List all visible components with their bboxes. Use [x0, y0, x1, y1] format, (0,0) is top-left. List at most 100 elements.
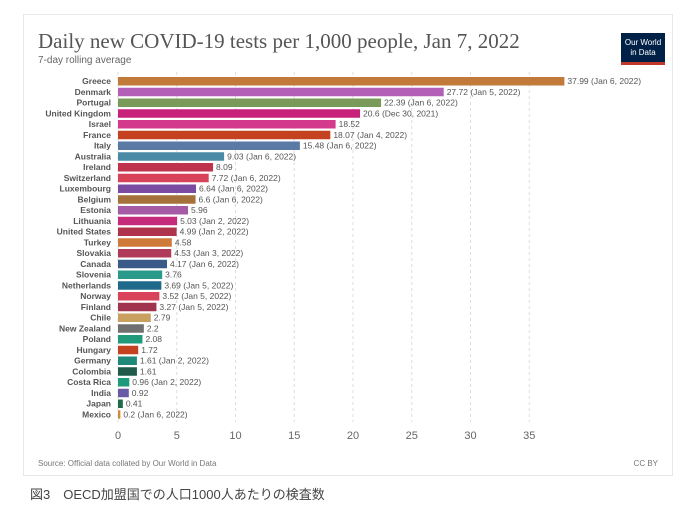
bar[interactable]	[118, 238, 172, 247]
bar-row[interactable]: Japan 0.41	[86, 399, 142, 409]
bar-row[interactable]: Luxembourg 6.64 (Jan 6, 2022)	[60, 184, 269, 194]
bar-row[interactable]: Israel 18.52	[89, 119, 360, 129]
bar-row[interactable]: Canada 4.17 (Jan 6, 2022)	[80, 259, 239, 269]
bar[interactable]	[118, 195, 196, 204]
category-label: Poland	[83, 334, 111, 344]
value-label: 4.53 (Jan 3, 2022)	[174, 248, 243, 258]
value-label: 0.96 (Jan 2, 2022)	[132, 377, 201, 387]
value-label: 18.52	[339, 119, 361, 129]
bar[interactable]	[118, 87, 444, 97]
category-label: Colombia	[72, 366, 111, 376]
value-label: 2.2	[147, 323, 159, 333]
bar[interactable]	[118, 98, 382, 108]
value-label: 3.52 (Jan 5, 2022)	[162, 291, 231, 301]
value-label: 7.72 (Jan 6, 2022)	[212, 173, 281, 183]
bar[interactable]	[118, 302, 157, 312]
bar-row[interactable]: Portugal 22.39 (Jan 6, 2022)	[77, 98, 458, 108]
bar[interactable]	[118, 184, 197, 194]
bar[interactable]	[118, 335, 143, 344]
bar-row[interactable]: Italy 15.48 (Jan 6, 2022)	[94, 141, 377, 151]
bar[interactable]	[118, 399, 123, 409]
bar[interactable]	[118, 152, 225, 161]
category-label: Canada	[80, 259, 111, 269]
bar[interactable]	[118, 77, 565, 86]
bar[interactable]	[118, 173, 209, 183]
bar[interactable]	[118, 206, 189, 215]
bar-row[interactable]: Greece 37.99 (Jan 6, 2022)	[82, 76, 641, 86]
bar[interactable]	[118, 216, 178, 226]
bar-row[interactable]: Australia 9.03 (Jan 6, 2022)	[75, 151, 297, 161]
bar[interactable]	[118, 356, 137, 366]
bar-row[interactable]: Denmark 27.72 (Jan 5, 2022)	[75, 87, 521, 97]
category-label: Costa Rica	[67, 377, 111, 387]
value-label: 22.39 (Jan 6, 2022)	[384, 98, 458, 108]
category-label: India	[91, 388, 111, 398]
value-label: 1.61 (Jan 2, 2022)	[140, 356, 209, 366]
bar-row[interactable]: Slovakia 4.53 (Jan 3, 2022)	[77, 248, 244, 258]
category-label: Japan	[86, 399, 111, 409]
figure-caption: 図3 OECD加盟国での人口1000人あたりの検査数	[30, 487, 325, 502]
bar[interactable]	[118, 109, 361, 118]
bar[interactable]	[118, 292, 160, 301]
value-label: 0.41	[126, 399, 143, 409]
value-label: 27.72 (Jan 5, 2022)	[447, 87, 521, 97]
bar-row[interactable]: Switzerland 7.72 (Jan 6, 2022)	[64, 173, 281, 183]
category-label: France	[83, 130, 111, 140]
source-note[interactable]: Source: Official data collated by Our Wo…	[38, 459, 217, 468]
bar-row[interactable]: Mexico 0.2 (Jan 6, 2022)	[82, 409, 188, 419]
bar-row[interactable]: Turkey 4.58	[84, 237, 192, 247]
license-label[interactable]: CC BY	[633, 459, 658, 468]
value-label: 9.03 (Jan 6, 2022)	[227, 151, 296, 161]
bar-row[interactable]: Finland 3.27 (Jan 5, 2022)	[81, 302, 229, 312]
bar[interactable]	[118, 313, 151, 323]
bar-row[interactable]: Colombia 1.61	[72, 366, 156, 376]
bar-row[interactable]: Belgium 6.6 (Jan 6, 2022)	[77, 194, 263, 204]
bar-row[interactable]: Slovenia 3.76	[76, 270, 182, 280]
bar-row[interactable]: Poland 2.08	[83, 334, 163, 344]
bar-row[interactable]: United States 4.99 (Jan 2, 2022)	[57, 227, 249, 237]
bar[interactable]	[118, 249, 172, 258]
bar[interactable]	[118, 324, 144, 333]
x-tick-label: 15	[288, 430, 300, 442]
category-label: New Zealand	[59, 323, 111, 333]
value-label: 18.07 (Jan 4, 2022)	[333, 130, 407, 140]
bar-row[interactable]: India 0.92	[91, 388, 148, 398]
bar[interactable]	[118, 270, 163, 280]
bar-row[interactable]: Hungary 1.72	[77, 345, 159, 355]
bar-row[interactable]: France 18.07 (Jan 4, 2022)	[83, 130, 407, 140]
bar-row[interactable]: Netherlands 3.69 (Jan 5, 2022)	[62, 280, 234, 290]
bar-row[interactable]: Ireland 8.09	[83, 162, 233, 172]
bar[interactable]	[118, 378, 130, 387]
value-label: 5.96	[191, 205, 208, 215]
category-label: United States	[57, 227, 112, 237]
bar[interactable]	[118, 227, 177, 237]
bar-row[interactable]: Estonia 5.96	[80, 205, 208, 215]
bar[interactable]	[118, 141, 300, 151]
bar[interactable]	[118, 410, 121, 419]
x-tick-label: 25	[406, 430, 418, 442]
bar-row[interactable]: Germany 1.61 (Jan 2, 2022)	[74, 356, 209, 366]
category-label: United Kingdom	[45, 108, 111, 118]
x-tick-label: 0	[115, 430, 121, 442]
bar-row[interactable]: United Kingdom 20.6 (Dec 30, 2021)	[45, 108, 438, 118]
bar[interactable]	[118, 120, 336, 129]
value-label: 1.61	[140, 366, 157, 376]
value-label: 8.09	[216, 162, 233, 172]
bar-row[interactable]: Costa Rica 0.96 (Jan 2, 2022)	[67, 377, 201, 387]
category-label: Netherlands	[62, 280, 111, 290]
bar[interactable]	[118, 281, 162, 290]
category-label: Israel	[89, 119, 111, 129]
bar[interactable]	[118, 163, 214, 172]
bar-row[interactable]: Lithuania 5.03 (Jan 2, 2022)	[73, 216, 249, 226]
bar[interactable]	[118, 345, 139, 355]
bar-row[interactable]: Chile 2.79	[90, 313, 170, 323]
bar[interactable]	[118, 367, 137, 376]
bar[interactable]	[118, 259, 167, 269]
owid-logo[interactable]: Our World in Data	[621, 33, 665, 65]
value-label: 4.58	[175, 237, 192, 247]
bar[interactable]	[118, 130, 331, 140]
bar-row[interactable]: Norway 3.52 (Jan 5, 2022)	[80, 291, 231, 301]
value-label: 1.72	[141, 345, 158, 355]
bar-row[interactable]: New Zealand 2.2	[59, 323, 159, 333]
bar[interactable]	[118, 388, 129, 398]
